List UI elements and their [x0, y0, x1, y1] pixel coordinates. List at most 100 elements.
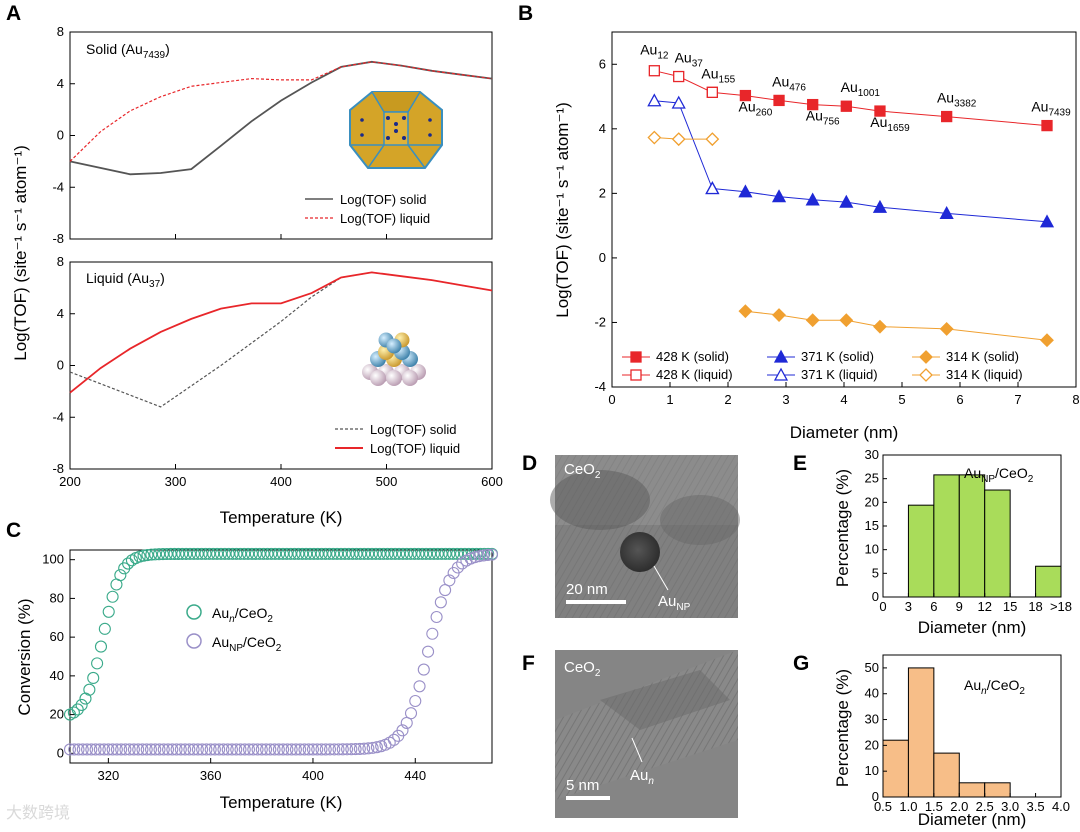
d-particle-label: AuNP: [658, 593, 691, 613]
y-tick-label: 30: [865, 447, 879, 462]
data-point: [315, 547, 328, 560]
cluster-label: Au756: [806, 108, 840, 128]
data-point: [1040, 333, 1054, 348]
data-point: [377, 547, 390, 560]
cluster-label: Au1001: [841, 79, 881, 99]
data-point: [332, 743, 345, 756]
y-tick-label: -8: [52, 461, 64, 476]
data-point: [255, 743, 268, 756]
data-point: [234, 547, 247, 560]
x-tick-label: 2: [724, 392, 731, 407]
histogram-bar: [882, 739, 909, 798]
x-tick-label: 6: [930, 599, 937, 614]
data-point: [381, 547, 394, 560]
data-point: [426, 627, 439, 640]
data-point: [430, 610, 443, 624]
data-point: [805, 313, 820, 328]
y-tick-label: -2: [594, 314, 606, 329]
data-point: [106, 743, 119, 756]
histogram-bar: [907, 667, 935, 798]
b-cluster-labels: Au12 Au37Au155Au260Au476Au756Au1001Au1659…: [640, 42, 1071, 134]
data-point: [673, 70, 685, 83]
b-legend: 428 K (solid) 428 K (liquid) 371 K (solid)…: [622, 349, 1023, 382]
data-point: [89, 743, 102, 756]
e-ylabel: Percentage (%): [833, 469, 852, 587]
data-point: [238, 547, 251, 560]
a-ylabel: Log(TOF) (site⁻¹ s⁻¹ atom⁻¹): [11, 145, 30, 361]
x-tick-label: 2.0: [950, 799, 968, 814]
legend-marker-aunp: [186, 633, 202, 649]
x-tick-label: 600: [481, 474, 503, 489]
data-point: [409, 694, 422, 708]
data-point: [431, 547, 444, 560]
data-point: [119, 743, 132, 756]
g-xlabel: Diameter (nm): [918, 810, 1027, 829]
cluster-label-sub: 37: [692, 59, 704, 70]
data-point: [157, 743, 170, 756]
c-series: [63, 547, 499, 756]
data-point: [874, 105, 886, 117]
data-point: [63, 743, 77, 756]
cluster-label-base: Au: [1031, 99, 1048, 115]
data-point: [264, 743, 277, 756]
data-point: [358, 742, 371, 755]
data-point: [805, 192, 820, 206]
y-tick-label: 4: [57, 76, 64, 91]
data-point: [85, 743, 98, 756]
y-tick-label: 0: [872, 789, 879, 804]
data-point: [269, 547, 282, 560]
data-point: [208, 743, 221, 756]
data-point: [413, 680, 426, 693]
data-point: [247, 743, 260, 756]
cluster-label-base: Au: [841, 79, 858, 95]
data-point: [434, 596, 447, 609]
data-point: [218, 547, 231, 560]
data-point: [648, 65, 660, 77]
cluster-label-sub: 12: [657, 51, 669, 62]
d-scale-bar: [566, 600, 626, 604]
cluster-label-sub: 3382: [954, 99, 977, 110]
x-tick-label: 320: [98, 768, 120, 783]
data-point: [245, 547, 259, 560]
data-point: [451, 547, 464, 560]
data-point: [334, 547, 348, 560]
data-point: [221, 743, 234, 756]
x-tick-label: 400: [270, 474, 292, 489]
data-point: [353, 742, 366, 755]
series-line: [654, 100, 713, 189]
panel-letter-c: C: [6, 519, 21, 542]
a-bottom-lines: [69, 271, 493, 408]
data-point: [170, 743, 183, 756]
y-tick-label: -4: [52, 179, 64, 194]
data-point: [273, 547, 286, 560]
x-tick-label: 1.5: [925, 799, 943, 814]
data-point: [93, 743, 106, 756]
y-tick-label: 6: [599, 56, 606, 71]
x-tick-label: 18: [1028, 599, 1042, 614]
y-tick-label: 10: [865, 763, 879, 778]
panel-letter-b: B: [518, 2, 533, 25]
series-line-solid: [69, 271, 493, 408]
legend-label-aunp: AuNP/CeO2: [212, 634, 282, 654]
data-point: [145, 548, 158, 561]
nanoparticle-illustration: [349, 91, 443, 169]
x-tick-label: 3.0: [1001, 799, 1019, 814]
data-point: [443, 574, 456, 587]
data-point: [370, 741, 383, 754]
y-tick-label: 8: [57, 254, 64, 269]
legend-label-liquid-bottom: Log(TOF) liquid: [370, 441, 460, 456]
data-point: [280, 547, 293, 560]
data-point: [81, 743, 94, 756]
data-point: [306, 743, 320, 756]
cluster-label-base: Au: [806, 108, 823, 124]
data-point: [183, 547, 197, 560]
data-point: [319, 547, 332, 560]
e-xlabel: Diameter (nm): [918, 618, 1027, 637]
data-point: [214, 547, 228, 560]
data-point: [76, 743, 89, 756]
data-point: [705, 181, 720, 195]
data-point: [396, 547, 410, 560]
data-point: [1041, 119, 1053, 132]
data-point: [473, 550, 486, 563]
cluster-label: Au260: [738, 99, 772, 119]
